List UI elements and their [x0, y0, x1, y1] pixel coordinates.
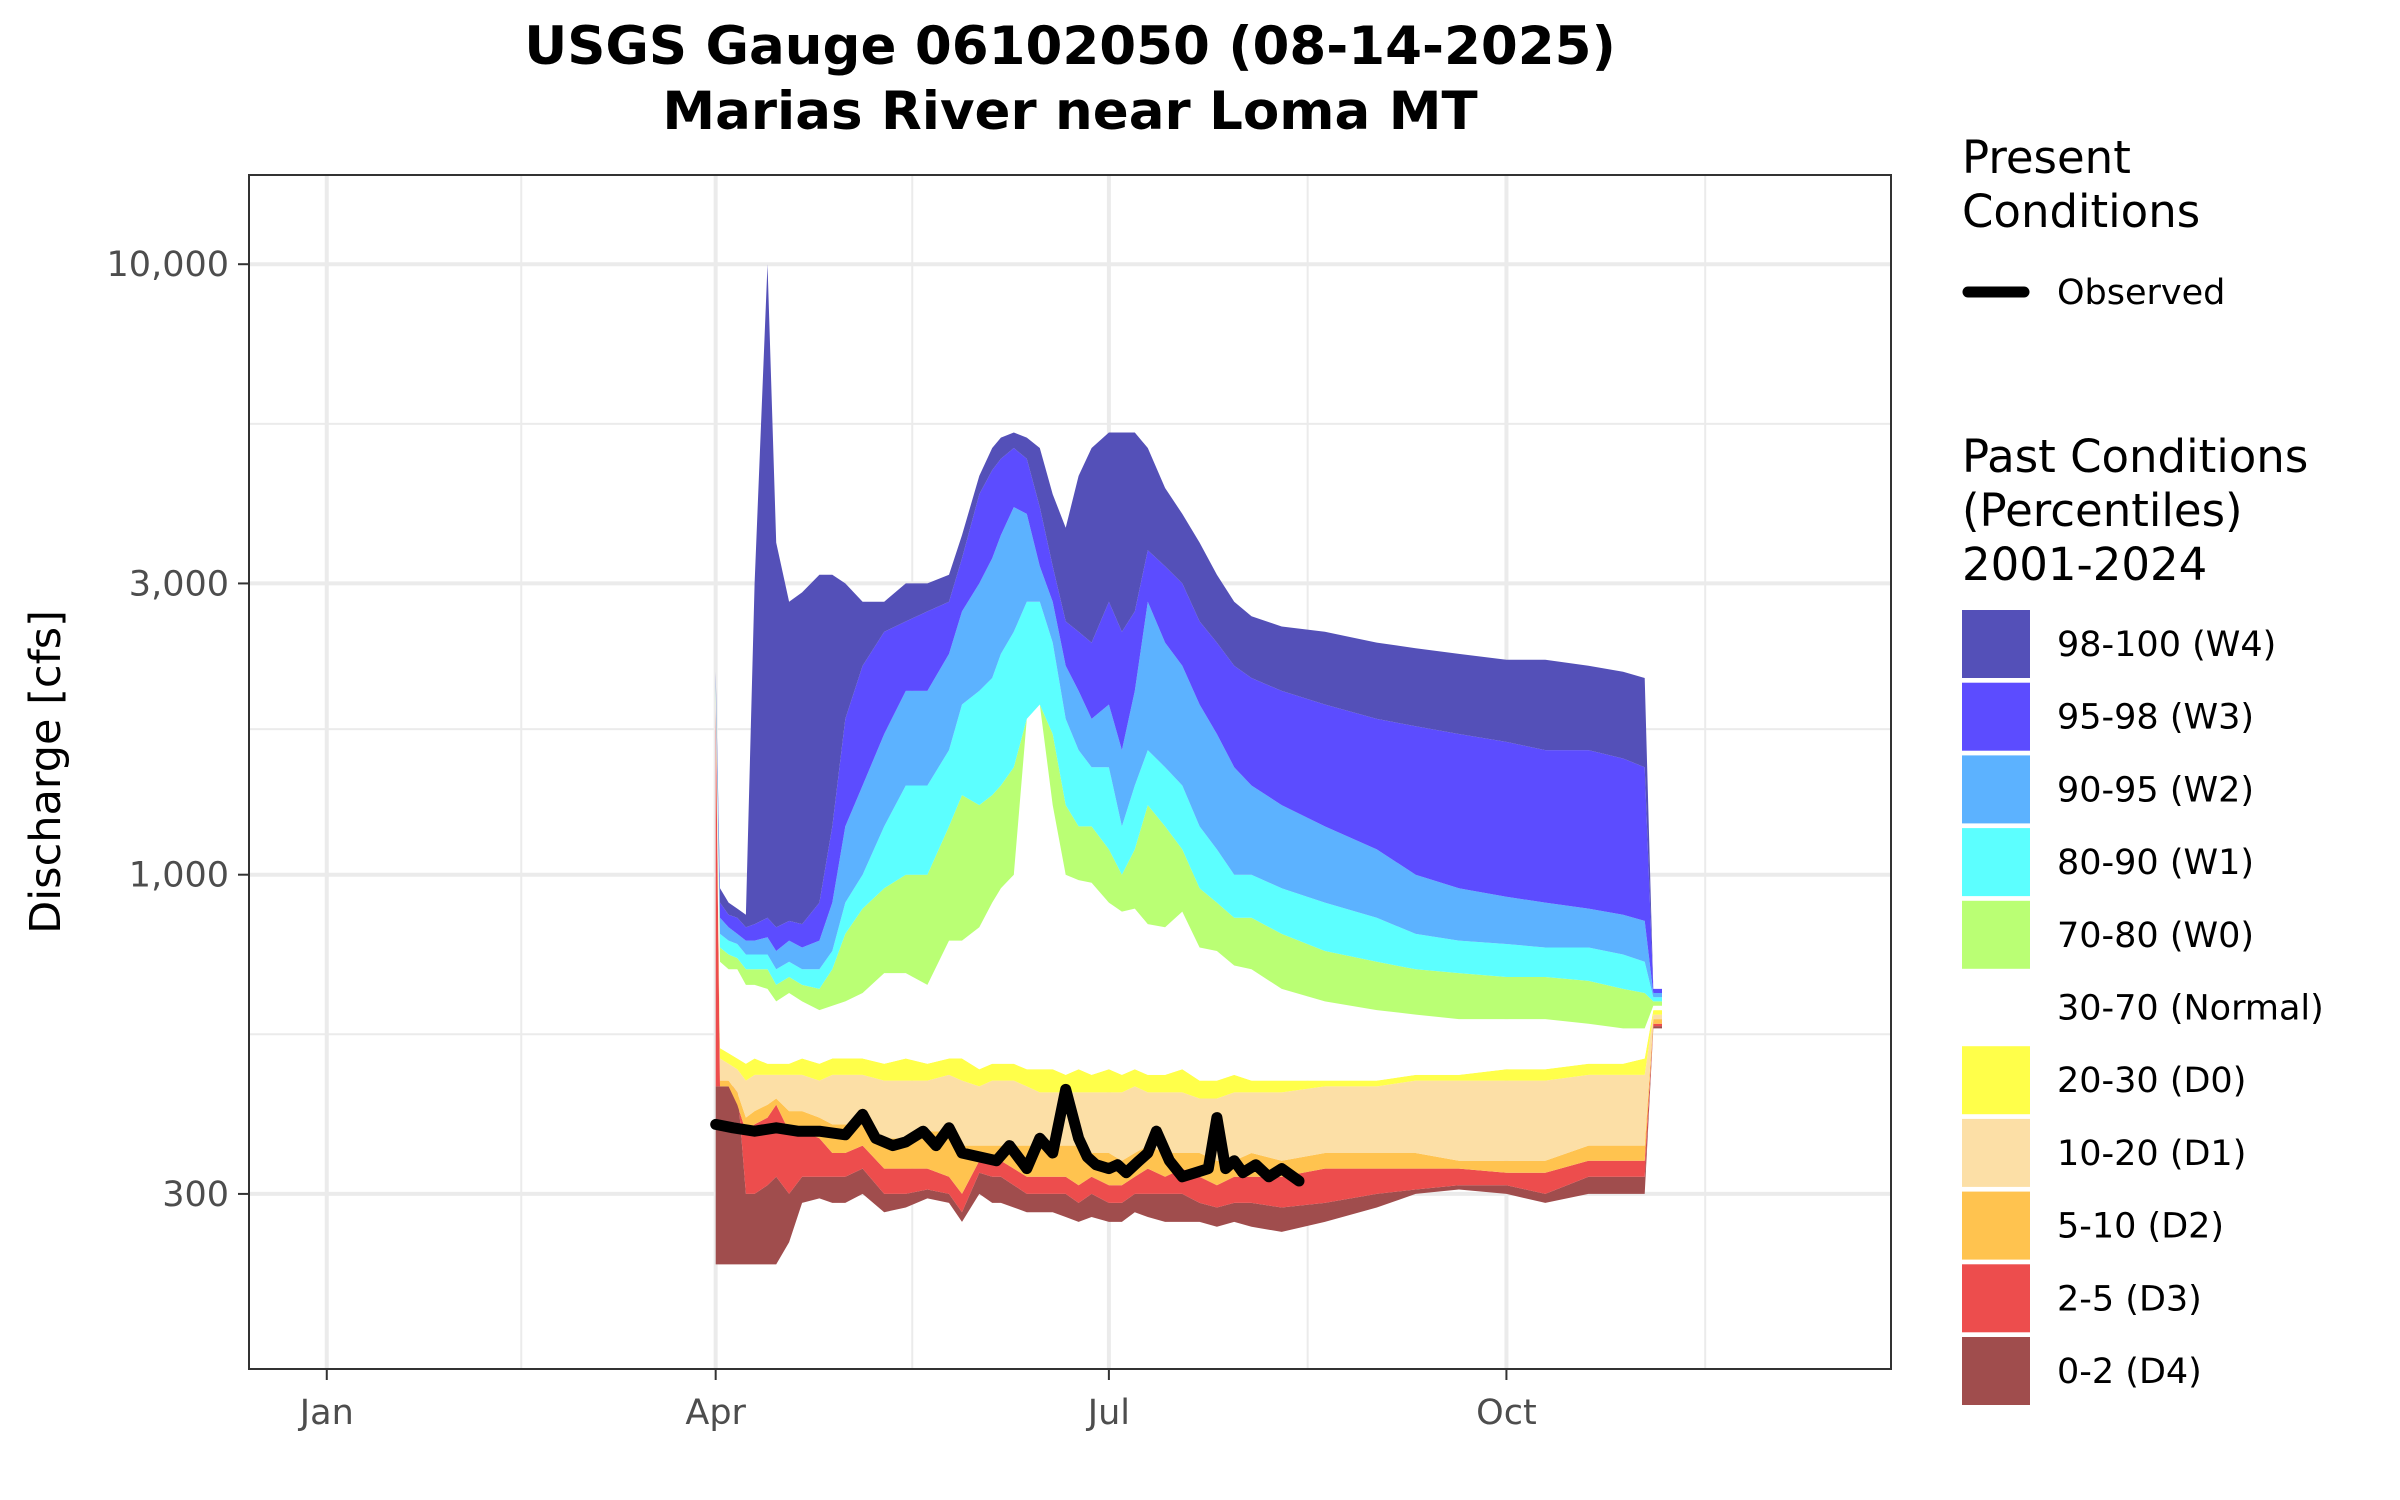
band-2-5-d3	[715, 704, 1662, 1213]
legend-label: 0-2 (D4)	[2057, 1352, 2202, 1392]
x-tick-label: Oct	[1476, 1393, 1537, 1433]
legend-label: 5-10 (D2)	[2057, 1207, 2224, 1247]
legend-past-title: (Percentiles)	[1962, 484, 2243, 537]
percentile-bands	[715, 264, 1662, 1265]
legend-label: 70-80 (W0)	[2057, 916, 2254, 956]
legend-swatch	[1962, 755, 2030, 824]
legend-label: 80-90 (W1)	[2057, 843, 2254, 883]
legend-swatch	[1962, 1118, 2030, 1187]
legend-swatch	[1962, 1046, 2030, 1115]
x-tick-label: Jul	[1086, 1393, 1130, 1433]
legend-label: 90-95 (W2)	[2057, 770, 2254, 810]
legend-swatch	[1962, 1191, 2030, 1260]
legend-present-title: Conditions	[1962, 185, 2200, 238]
y-tick-label: 3,000	[129, 564, 229, 604]
y-tick-label: 1,000	[129, 856, 229, 896]
x-tick-label: Jan	[298, 1393, 354, 1433]
legend-swatch	[1962, 682, 2030, 751]
legend-present-title: Present	[1962, 131, 2131, 184]
band-30-70-normal	[715, 690, 1662, 1081]
legend-label: 95-98 (W3)	[2057, 698, 2254, 738]
legend-label: 30-70 (Normal)	[2057, 989, 2324, 1029]
y-axis-label: Discharge [cfs]	[21, 610, 71, 934]
band-80-90-w1	[715, 601, 1662, 1002]
chart-subtitle: Marias River near Loma MT	[662, 81, 1477, 142]
band-0-2-d4	[715, 1026, 1662, 1265]
legend-label: 98-100 (W4)	[2057, 625, 2276, 665]
legend-label: 20-30 (D0)	[2057, 1061, 2246, 1101]
grid-lines	[249, 175, 1891, 1369]
legend-label: 2-5 (D3)	[2057, 1279, 2202, 1319]
legend-swatch	[1962, 973, 2030, 1042]
y-axis: 300 1,000 3,000 10,000	[107, 245, 249, 1215]
legend-swatch	[1962, 1337, 2030, 1405]
band-70-80-w0	[715, 684, 1662, 1029]
x-axis: Jan Apr Jul Oct	[298, 1369, 1537, 1433]
legend-observed-label: Observed	[2057, 273, 2225, 313]
legend-swatch	[1962, 610, 2030, 678]
y-tick-label: 300	[162, 1175, 229, 1215]
x-tick-label: Apr	[685, 1393, 746, 1433]
legend-past-title: 2001-2024	[1962, 538, 2207, 591]
legend-label: 10-20 (D1)	[2057, 1134, 2246, 1174]
observed-series-line	[710, 1083, 1305, 1187]
y-tick-label: 10,000	[107, 245, 229, 285]
legend-swatch	[1962, 828, 2030, 897]
band-90-95-w2	[715, 507, 1662, 998]
chart-title: USGS Gauge 06102050 (08-14-2025)	[524, 16, 1616, 77]
plot-border	[248, 174, 1892, 1370]
legend-past-title: Past Conditions	[1962, 430, 2308, 483]
band-95-98-w3	[715, 448, 1662, 993]
legend-swatch	[1962, 1264, 2030, 1333]
band-10-20-d1	[715, 697, 1662, 1161]
legend-swatch	[1962, 900, 2030, 969]
